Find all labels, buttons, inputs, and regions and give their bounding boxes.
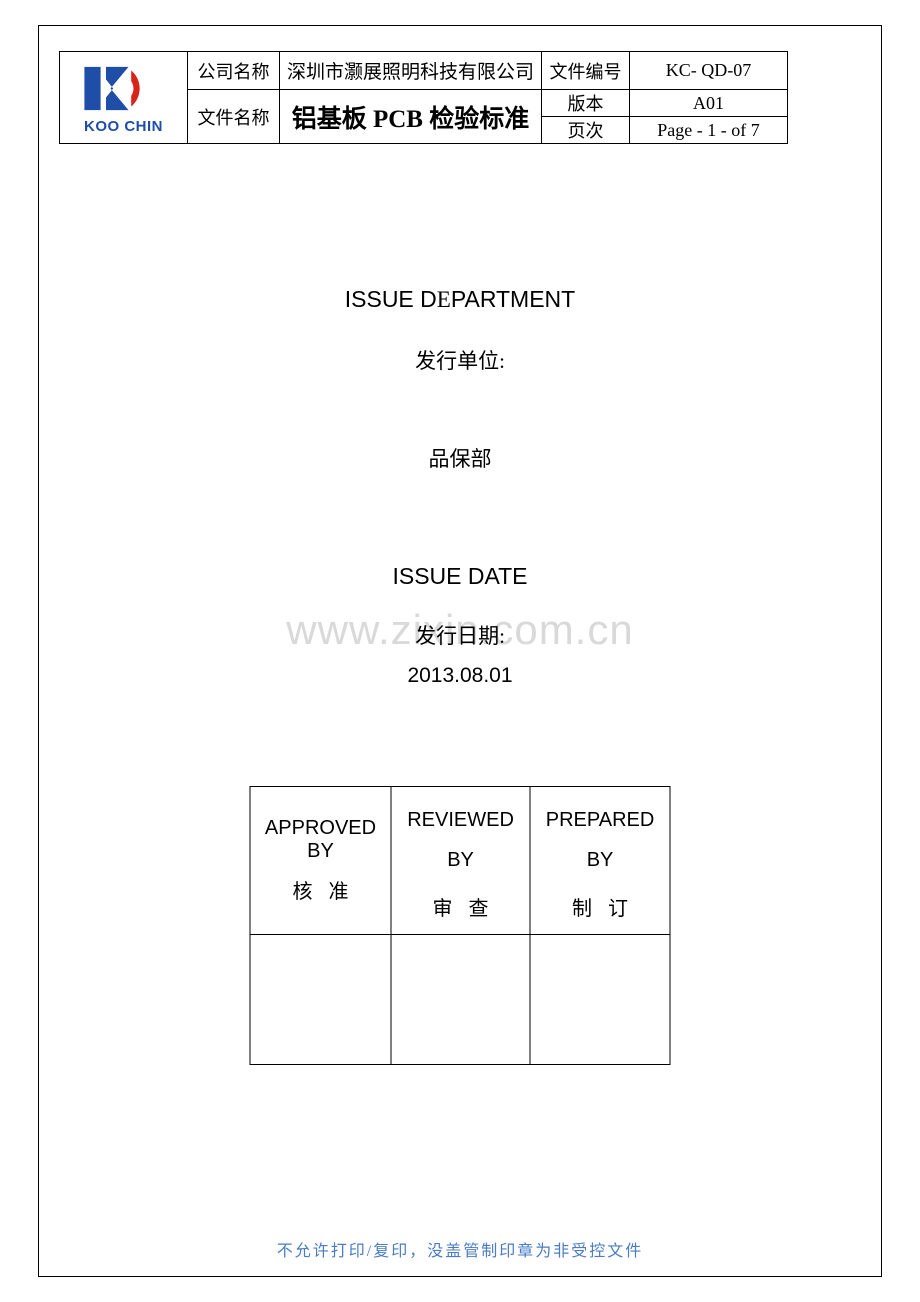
- doc-title: 铝基板 PCB 检验标准: [280, 90, 542, 144]
- version-label: 版本: [542, 90, 630, 117]
- page-border: KOO CHIN 公司名称 深圳市灏展照明科技有限公司 文件编号 KC- QD-…: [38, 25, 882, 1277]
- date-value: 2013.08.01: [39, 664, 881, 688]
- logo: KOO CHIN: [60, 52, 187, 143]
- issue-date-cn: 发行日期:: [39, 620, 881, 650]
- content-area: ISSUE DEPARTMENT 发行单位: 品保部 ISSUE DATE 发行…: [39, 286, 881, 688]
- doc-no-label: 文件编号: [542, 52, 630, 90]
- page-label: 页次: [542, 117, 630, 144]
- company-name: 深圳市灏展照明科技有限公司: [280, 52, 542, 90]
- issue-dept-en: ISSUE DEPARTMENT: [39, 286, 881, 313]
- reviewed-en: REVIEWED BY: [397, 800, 525, 880]
- page-value: Page - 1 - of 7: [630, 117, 788, 144]
- header-table: KOO CHIN 公司名称 深圳市灏展照明科技有限公司 文件编号 KC- QD-…: [59, 51, 788, 144]
- logo-cell: KOO CHIN: [60, 52, 188, 144]
- footer-notice: 不允许打印/复印，没盖管制印章为非受控文件: [39, 1237, 881, 1261]
- approved-by-header: APPROVED BY 核准: [250, 787, 391, 935]
- koochin-logo-icon: [79, 61, 169, 116]
- dept-name: 品保部: [39, 443, 881, 473]
- approval-table: APPROVED BY 核准 REVIEWED BY 审查 PREPARED B…: [250, 786, 671, 1065]
- issue-date-en: ISSUE DATE: [39, 563, 881, 590]
- doc-name-label: 文件名称: [188, 90, 280, 144]
- company-label: 公司名称: [188, 52, 280, 90]
- approved-cn: 核准: [256, 875, 386, 904]
- reviewed-by-header: REVIEWED BY 审查: [391, 787, 530, 935]
- approved-en: APPROVED BY: [256, 817, 386, 863]
- prepared-by-blank: [530, 935, 670, 1065]
- prepared-en: PREPARED BY: [536, 800, 665, 880]
- prepared-cn: 制订: [536, 892, 665, 921]
- version: A01: [630, 90, 788, 117]
- logo-text: KOO CHIN: [84, 118, 163, 135]
- issue-dept-cn: 发行单位:: [39, 345, 881, 375]
- prepared-by-header: PREPARED BY 制订: [530, 787, 670, 935]
- approved-by-blank: [250, 935, 391, 1065]
- doc-no: KC- QD-07: [630, 52, 788, 90]
- reviewed-by-blank: [391, 935, 530, 1065]
- reviewed-cn: 审查: [397, 892, 525, 921]
